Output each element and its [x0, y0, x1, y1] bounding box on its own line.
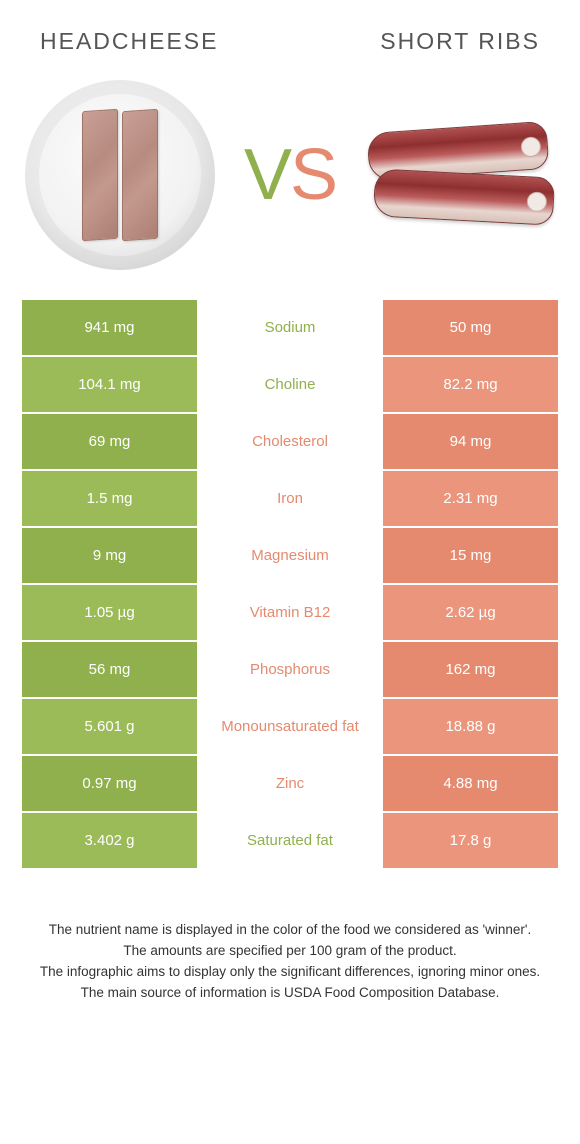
- nutrient-name: Vitamin B12: [197, 585, 383, 640]
- value-left: 0.97 mg: [22, 756, 197, 811]
- food-image-right: [360, 75, 560, 275]
- nutrient-name: Zinc: [197, 756, 383, 811]
- images-row: VS: [0, 65, 580, 300]
- value-left: 56 mg: [22, 642, 197, 697]
- value-left: 941 mg: [22, 300, 197, 355]
- nutrient-name: Iron: [197, 471, 383, 526]
- value-right: 94 mg: [383, 414, 558, 469]
- nutrient-table: 941 mgSodium50 mg104.1 mgCholine82.2 mg6…: [0, 300, 580, 868]
- value-left: 104.1 mg: [22, 357, 197, 412]
- title-right: Short ribs: [380, 28, 540, 55]
- table-row: 9 mgMagnesium15 mg: [22, 528, 558, 583]
- nutrient-name: Choline: [197, 357, 383, 412]
- table-row: 104.1 mgCholine82.2 mg: [22, 357, 558, 412]
- food-image-left: [20, 75, 220, 275]
- ribs-icon: [360, 105, 560, 245]
- value-right: 15 mg: [383, 528, 558, 583]
- vs-v: V: [244, 135, 290, 215]
- value-left: 1.5 mg: [22, 471, 197, 526]
- table-row: 941 mgSodium50 mg: [22, 300, 558, 355]
- value-left: 69 mg: [22, 414, 197, 469]
- nutrient-name: Saturated fat: [197, 813, 383, 868]
- footer-line: The amounts are specified per 100 gram o…: [30, 941, 550, 962]
- value-left: 5.601 g: [22, 699, 197, 754]
- nutrient-name: Phosphorus: [197, 642, 383, 697]
- value-left: 9 mg: [22, 528, 197, 583]
- value-right: 17.8 g: [383, 813, 558, 868]
- vs-label: VS: [244, 134, 336, 216]
- table-row: 0.97 mgZinc4.88 mg: [22, 756, 558, 811]
- header: Headcheese Short ribs: [0, 0, 580, 65]
- table-row: 1.05 µgVitamin B122.62 µg: [22, 585, 558, 640]
- table-row: 1.5 mgIron2.31 mg: [22, 471, 558, 526]
- value-right: 18.88 g: [383, 699, 558, 754]
- vs-s: S: [290, 135, 336, 215]
- title-left: Headcheese: [40, 28, 218, 55]
- nutrient-name: Sodium: [197, 300, 383, 355]
- table-row: 69 mgCholesterol94 mg: [22, 414, 558, 469]
- value-right: 50 mg: [383, 300, 558, 355]
- footer-line: The nutrient name is displayed in the co…: [30, 920, 550, 941]
- table-row: 5.601 gMonounsaturated fat18.88 g: [22, 699, 558, 754]
- nutrient-name: Cholesterol: [197, 414, 383, 469]
- table-row: 3.402 gSaturated fat17.8 g: [22, 813, 558, 868]
- value-right: 4.88 mg: [383, 756, 558, 811]
- footer-line: The infographic aims to display only the…: [30, 962, 550, 983]
- value-right: 162 mg: [383, 642, 558, 697]
- nutrient-name: Magnesium: [197, 528, 383, 583]
- nutrient-name: Monounsaturated fat: [197, 699, 383, 754]
- table-row: 56 mgPhosphorus162 mg: [22, 642, 558, 697]
- footer-line: The main source of information is USDA F…: [30, 983, 550, 1004]
- value-left: 3.402 g: [22, 813, 197, 868]
- footer-notes: The nutrient name is displayed in the co…: [0, 870, 580, 1004]
- plate-icon: [25, 80, 215, 270]
- value-left: 1.05 µg: [22, 585, 197, 640]
- value-right: 2.31 mg: [383, 471, 558, 526]
- value-right: 82.2 mg: [383, 357, 558, 412]
- value-right: 2.62 µg: [383, 585, 558, 640]
